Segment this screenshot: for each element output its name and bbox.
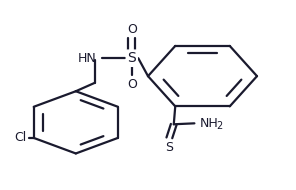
Text: HN: HN: [78, 52, 96, 65]
Text: Cl: Cl: [14, 131, 26, 144]
Text: 2: 2: [216, 121, 223, 131]
Text: O: O: [127, 23, 137, 36]
Text: NH: NH: [200, 117, 218, 130]
Text: S: S: [127, 51, 136, 65]
Text: S: S: [165, 141, 173, 154]
Text: O: O: [127, 78, 137, 91]
